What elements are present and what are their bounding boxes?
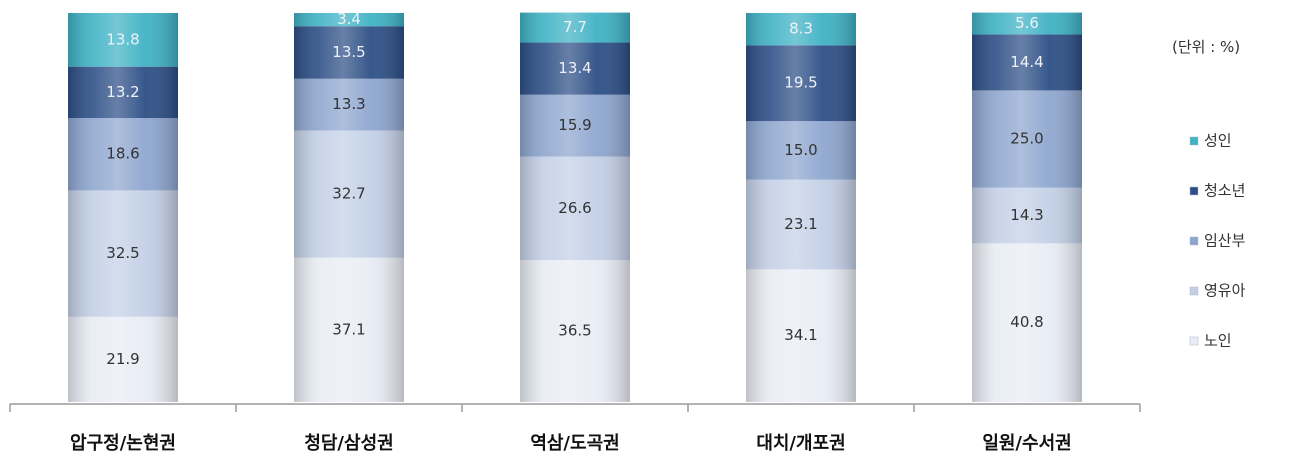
legend-item-5: 노인: [1189, 332, 1232, 350]
data-label-series-4-cat-4: 8.3: [789, 20, 813, 38]
legend-item-3: 임산부: [1189, 232, 1246, 250]
data-label-series-1-cat-3: 26.6: [558, 199, 591, 217]
data-label-series-2-cat-4: 15.0: [784, 141, 817, 159]
legend-swatch-1: [1189, 136, 1199, 146]
data-label-series-4-cat-5: 5.6: [1015, 14, 1039, 32]
data-label-series-3-cat-5: 14.4: [1010, 53, 1043, 71]
legend-item-4: 영유아: [1189, 282, 1246, 300]
bar-stack-4: 34.1 23.1 15.0 19.5 8.3: [746, 13, 856, 402]
data-label-series-1-cat-1: 32.5: [106, 244, 139, 262]
legend-label-2: 청소년: [1204, 182, 1245, 200]
data-label-series-4-cat-2: 3.4: [337, 10, 361, 28]
legend-swatch-5: [1189, 336, 1199, 346]
bar-stack-1: 21.9 32.5 18.6 13.2 13.8: [68, 13, 178, 402]
x-tick-label-2: 청담/삼성권: [304, 433, 393, 454]
data-label-series-3-cat-3: 13.4: [558, 59, 591, 77]
bar-shading-cat-1: [68, 13, 178, 402]
legend-swatch-3: [1189, 236, 1199, 246]
data-label-series-0-cat-1: 21.9: [106, 350, 139, 368]
bar-shading-cat-5: [972, 12, 1082, 403]
legend-label-4: 영유아: [1204, 282, 1246, 300]
data-label-series-0-cat-4: 34.1: [784, 326, 817, 344]
bar-stack-5: 40.8 14.3 25.0 14.4 5.6: [972, 12, 1082, 403]
legend-item-2: 청소년: [1189, 182, 1245, 200]
data-label-series-3-cat-1: 13.2: [106, 83, 139, 101]
data-label-series-2-cat-1: 18.6: [106, 145, 139, 163]
data-label-series-1-cat-4: 23.1: [784, 215, 817, 233]
data-label-series-0-cat-2: 37.1: [332, 320, 365, 338]
data-label-series-0-cat-5: 40.8: [1010, 313, 1043, 331]
x-tick-label-4: 대치/개포권: [756, 433, 845, 454]
data-label-series-2-cat-3: 15.9: [558, 116, 591, 134]
legend-item-1: 성인: [1189, 132, 1232, 150]
category-labels: 압구정/논현권 청담/삼성권 역삼/도곡권 대치/개포권 일원/수서권: [70, 433, 1072, 454]
bar-stack-3: 36.5 26.6 15.9 13.4 7.7: [520, 12, 630, 403]
data-label-series-2-cat-2: 13.3: [332, 95, 365, 113]
legend-swatch-2: [1189, 186, 1199, 196]
bar-stack-2: 37.1 32.7 13.3 13.5 3.4: [294, 10, 404, 402]
unit-note: (단위 : %): [1172, 38, 1240, 56]
x-tick-label-5: 일원/수서권: [982, 433, 1071, 454]
data-label-series-0-cat-3: 36.5: [558, 322, 591, 340]
bars-layer: 21.932.518.613.213.837.132.713.313.53.43…: [68, 10, 1082, 403]
legend-label-1: 성인: [1204, 132, 1232, 150]
legend-swatch-4: [1189, 286, 1199, 296]
data-label-series-3-cat-4: 19.5: [784, 74, 817, 92]
data-label-series-2-cat-5: 25.0: [1010, 130, 1043, 148]
bar-shading-cat-4: [746, 13, 856, 402]
bar-shading-cat-3: [520, 12, 630, 403]
bar-shading-cat-2: [294, 13, 404, 402]
x-tick-label-3: 역삼/도곡권: [530, 433, 619, 454]
data-label-series-4-cat-3: 7.7: [563, 18, 587, 36]
legend-label-5: 노인: [1204, 332, 1232, 350]
x-axis: [9, 403, 1141, 412]
data-label-series-1-cat-2: 32.7: [332, 185, 365, 203]
data-label-series-1-cat-5: 14.3: [1010, 206, 1043, 224]
data-label-series-3-cat-2: 13.5: [332, 43, 365, 61]
legend-label-3: 임산부: [1204, 232, 1246, 250]
data-label-series-4-cat-1: 13.8: [106, 30, 139, 48]
x-tick-label-1: 압구정/논현권: [70, 433, 176, 454]
